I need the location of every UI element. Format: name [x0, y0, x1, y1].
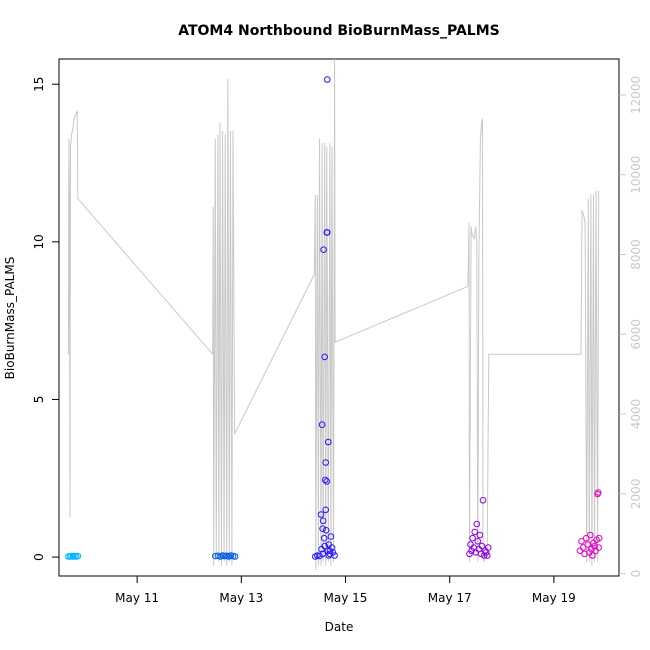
data-point: [326, 547, 334, 555]
data-point: [322, 506, 330, 514]
y-tick-label: 10: [32, 234, 46, 249]
data-point: [581, 550, 588, 558]
data-point: [322, 459, 330, 466]
data-point: [325, 552, 333, 559]
y2-tick-label: 12000: [629, 76, 643, 114]
data-point: [479, 497, 487, 504]
data-point: [582, 534, 590, 542]
data-point: [587, 531, 594, 539]
y-tick-label: 15: [32, 77, 46, 92]
x-tick-label: May 15: [324, 591, 368, 605]
data-point: [473, 520, 481, 528]
data-point: [322, 527, 330, 534]
y-axis-label: BioBurnMass_PALMS: [3, 257, 17, 380]
data-point: [474, 538, 482, 545]
data-point: [595, 544, 603, 551]
data-point: [214, 552, 222, 560]
data-point: [231, 553, 239, 560]
y-tick-label: 0: [32, 553, 46, 561]
data-points: [65, 76, 603, 560]
data-point: [579, 544, 587, 551]
secondary-series: [67, 58, 600, 570]
data-point: [483, 552, 491, 559]
y2-axis: 0 2000 4000 6000 8000 10000 12000: [619, 76, 643, 578]
data-point: [324, 229, 331, 236]
y2-tick-label: 4000: [629, 399, 643, 430]
data-point: [589, 552, 596, 559]
y-axis: 0 5 10 15: [32, 77, 59, 561]
data-point: [594, 489, 602, 496]
data-point: [319, 517, 327, 525]
data-point: [325, 438, 332, 446]
x-axis-label: Date: [325, 620, 354, 634]
data-point: [321, 542, 329, 550]
x-tick-label: May 11: [115, 591, 159, 605]
plot-frame: [58, 58, 620, 577]
data-point: [327, 533, 335, 540]
y2-tick-label: 2000: [629, 479, 643, 510]
data-point: [484, 544, 492, 551]
data-point: [476, 531, 484, 539]
y2-tick-label: 10000: [629, 156, 643, 194]
data-point: [471, 528, 479, 536]
data-point: [319, 525, 326, 533]
data-point: [469, 534, 476, 542]
data-point: [319, 550, 326, 558]
x-tick-label: May 13: [219, 591, 263, 605]
data-point: [323, 478, 331, 485]
data-point: [320, 534, 328, 542]
y2-tick-label: 8000: [629, 239, 643, 270]
y2-tick-label: 0: [629, 570, 643, 578]
data-point: [321, 353, 329, 361]
data-point: [320, 246, 327, 253]
data-point: [584, 541, 592, 548]
data-point: [324, 76, 331, 83]
data-point: [595, 534, 603, 542]
data-point: [467, 541, 474, 548]
x-axis: May 11 May 13 May 15 May 17 May 19: [115, 576, 576, 605]
secondary-series-line: [67, 58, 600, 570]
data-point: [318, 421, 326, 429]
data-point: [578, 538, 585, 545]
data-point: [478, 542, 486, 550]
x-tick-label: May 19: [532, 591, 576, 605]
y2-tick-label: 6000: [629, 319, 643, 350]
data-point: [317, 511, 325, 518]
chart-title: ATOM4 Northbound BioBurnMass_PALMS: [178, 23, 500, 39]
data-point: [591, 542, 598, 550]
data-point: [74, 552, 82, 560]
data-point: [329, 549, 337, 556]
data-point: [321, 476, 329, 484]
x-tick-label: May 17: [428, 591, 472, 605]
y-tick-label: 5: [32, 396, 46, 404]
